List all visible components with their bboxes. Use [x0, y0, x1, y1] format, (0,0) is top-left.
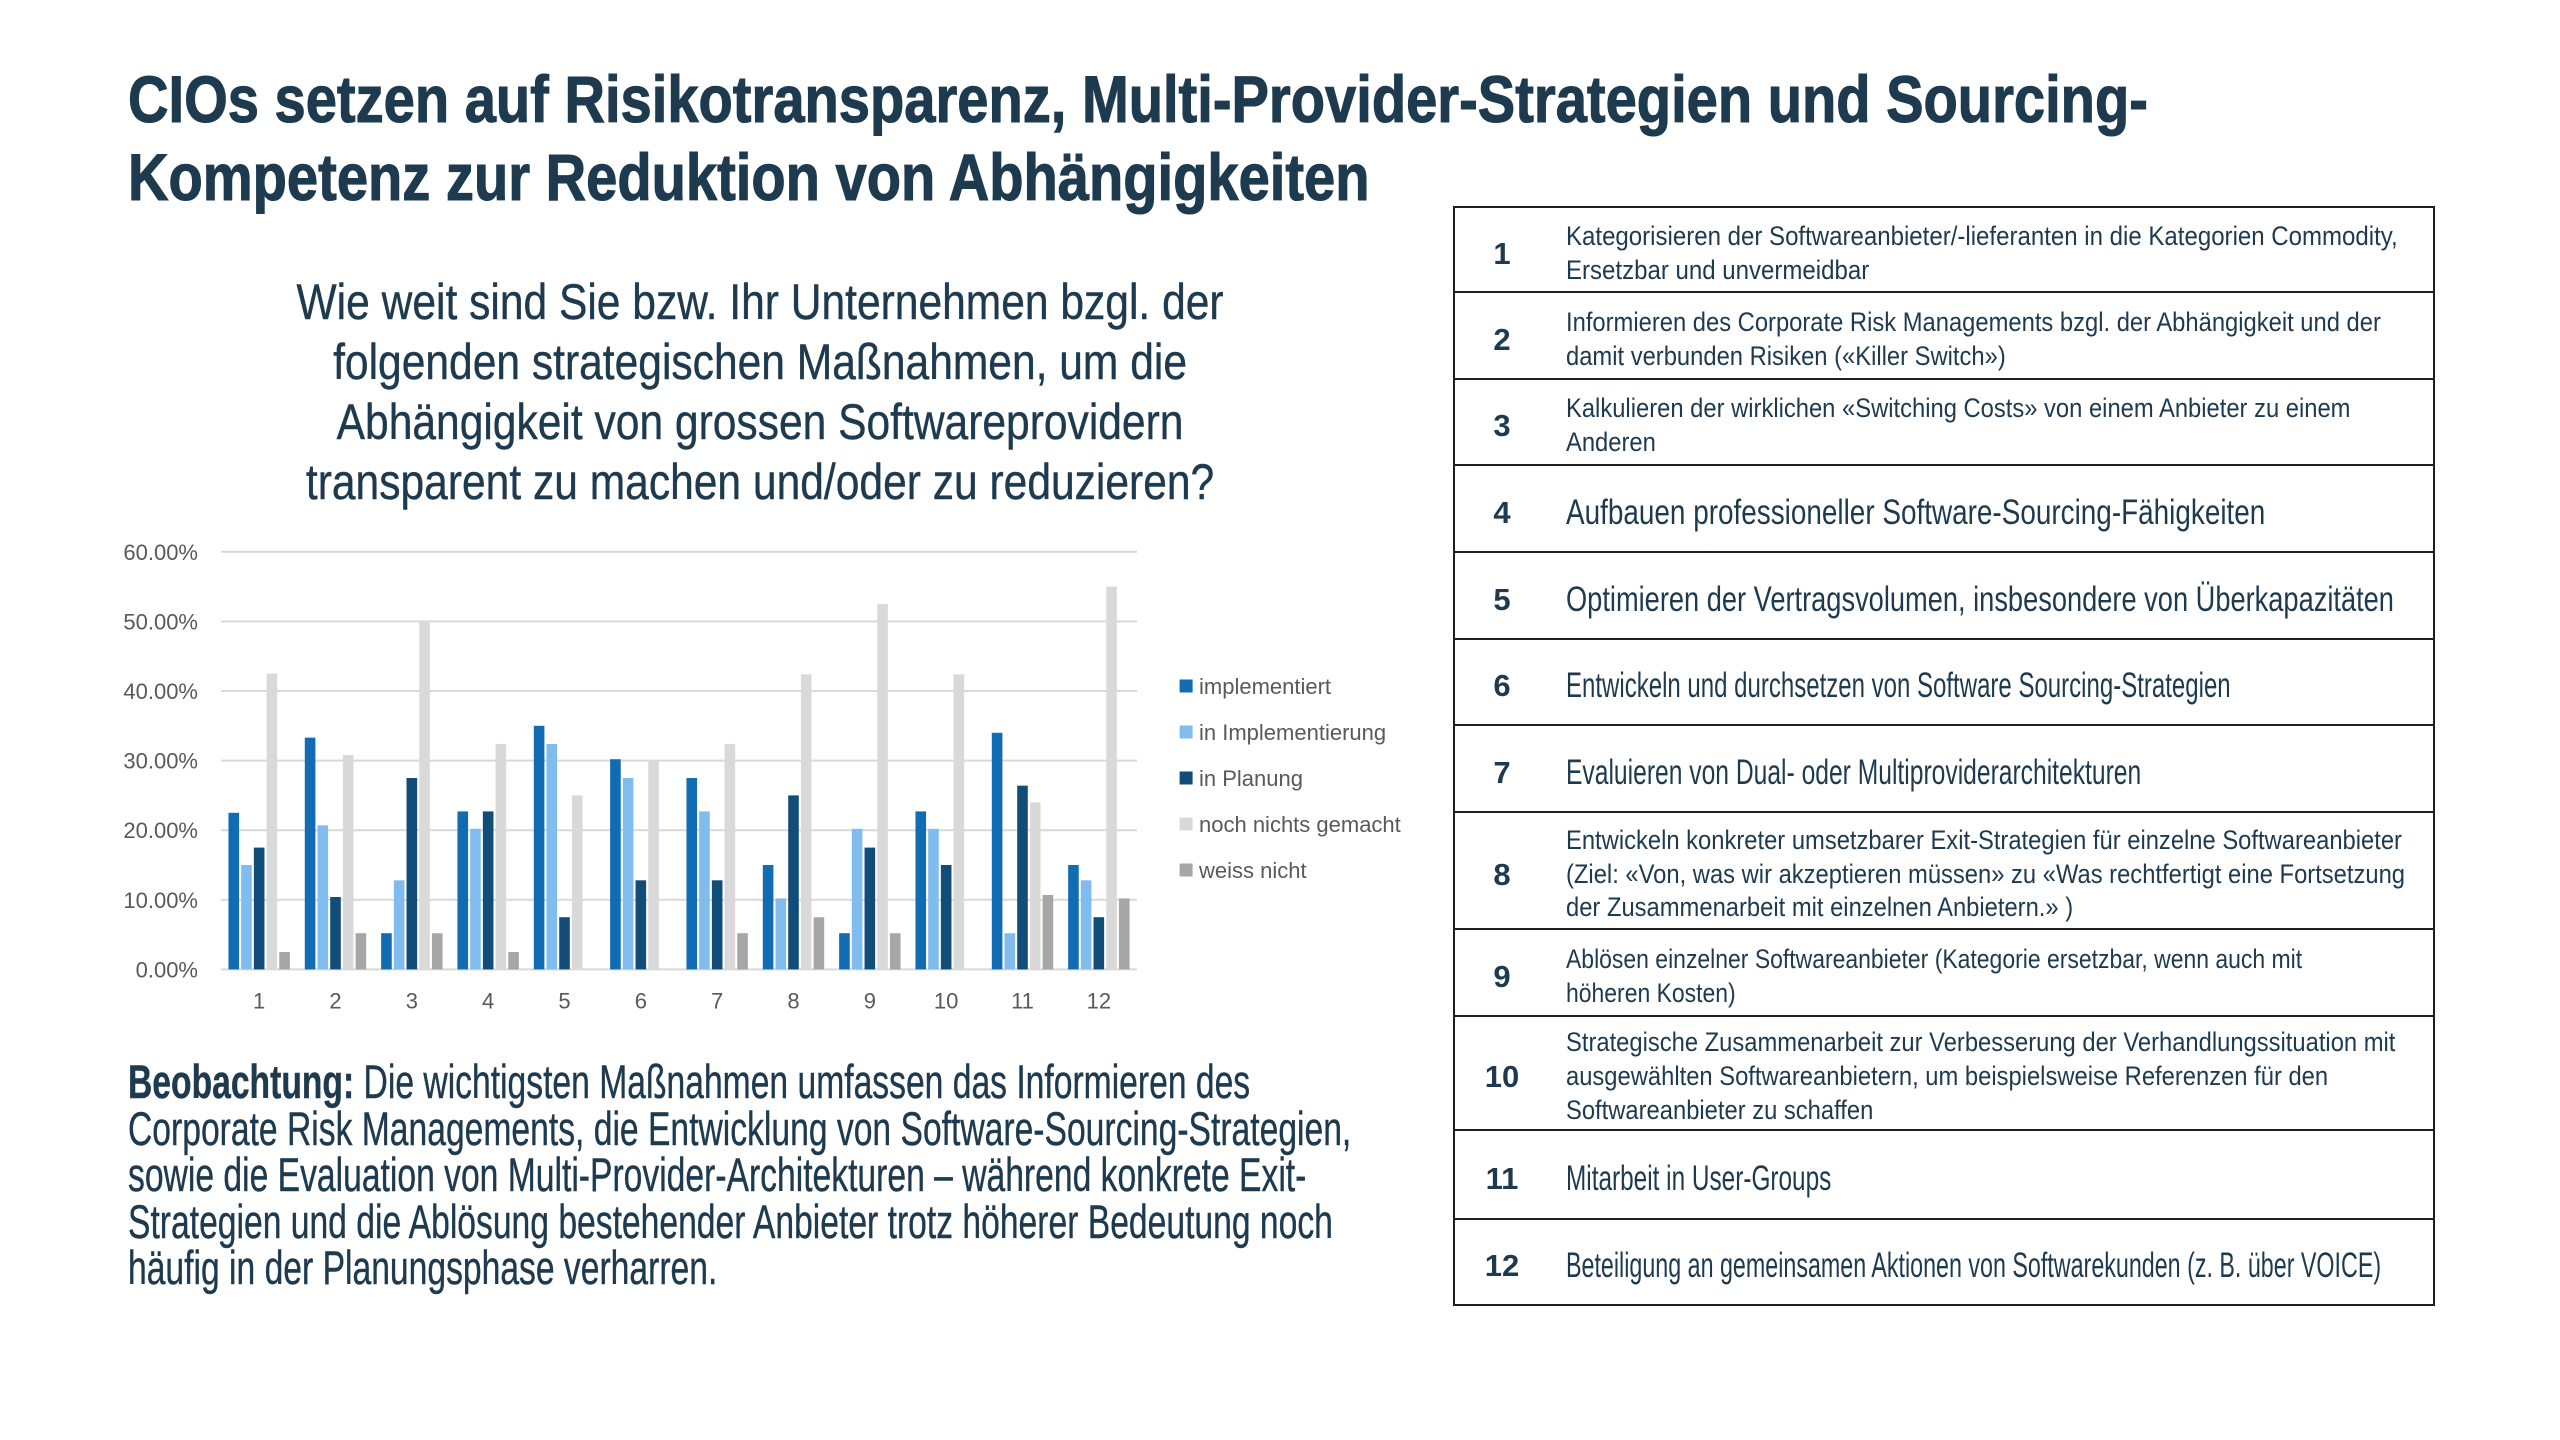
- svg-text:50.00%: 50.00%: [123, 609, 198, 634]
- svg-text:12: 12: [1087, 989, 1111, 1014]
- svg-text:60.00%: 60.00%: [123, 540, 198, 565]
- svg-text:6: 6: [635, 989, 647, 1014]
- svg-text:20.00%: 20.00%: [123, 818, 198, 843]
- svg-text:4: 4: [482, 989, 494, 1014]
- svg-text:noch nichts gemacht: noch nichts gemacht: [1199, 812, 1401, 837]
- svg-text:7: 7: [711, 989, 723, 1014]
- svg-text:3: 3: [406, 989, 418, 1014]
- svg-text:implementiert: implementiert: [1199, 674, 1331, 699]
- svg-text:40.00%: 40.00%: [123, 679, 198, 704]
- svg-text:10.00%: 10.00%: [123, 888, 198, 913]
- svg-text:weiss nicht: weiss nicht: [1198, 858, 1307, 883]
- svg-text:9: 9: [864, 989, 876, 1014]
- svg-text:1: 1: [253, 989, 265, 1014]
- svg-text:30.00%: 30.00%: [123, 749, 198, 774]
- svg-text:in Implementierung: in Implementierung: [1199, 720, 1386, 745]
- svg-text:2: 2: [329, 989, 341, 1014]
- svg-text:0.00%: 0.00%: [136, 957, 198, 982]
- svg-text:in Planung: in Planung: [1199, 766, 1303, 791]
- svg-text:5: 5: [558, 989, 570, 1014]
- svg-text:11: 11: [1011, 989, 1034, 1014]
- svg-text:8: 8: [787, 989, 799, 1014]
- svg-text:10: 10: [934, 989, 958, 1014]
